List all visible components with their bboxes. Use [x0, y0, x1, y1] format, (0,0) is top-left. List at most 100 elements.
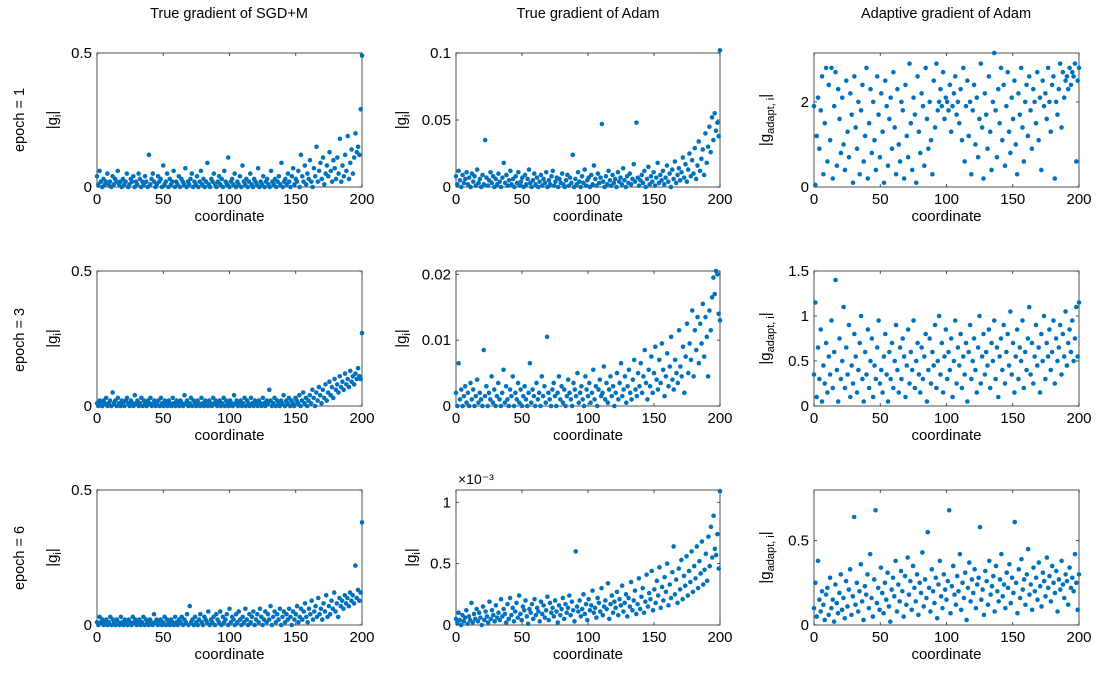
data-point [998, 336, 1004, 341]
data-point [192, 614, 198, 620]
data-point [575, 370, 580, 376]
data-point [650, 607, 656, 613]
data-point [923, 65, 928, 71]
data-point [237, 173, 243, 179]
x-tick-label: 100 [575, 629, 600, 646]
data-point [298, 152, 304, 158]
data-point [698, 571, 703, 576]
data-point [997, 120, 1002, 126]
data-point [1006, 363, 1012, 368]
data-point [625, 383, 630, 389]
data-point [196, 184, 201, 190]
data-point [601, 364, 607, 369]
data-point [324, 163, 330, 168]
data-point [670, 377, 675, 382]
data-point [950, 563, 956, 569]
row-label-epoch-6: epoch = 6 [12, 525, 28, 591]
data-point [1072, 551, 1078, 557]
data-point [318, 606, 324, 612]
data-point [299, 173, 305, 179]
data-point [904, 602, 909, 608]
data-point [1065, 340, 1071, 346]
data-point [993, 108, 998, 113]
data-point [909, 367, 915, 373]
data-point [905, 154, 911, 160]
data-point [1056, 86, 1062, 92]
data-point [594, 403, 600, 409]
data-point [709, 115, 715, 120]
data-point [1018, 65, 1024, 71]
data-point [695, 585, 701, 591]
data-point [977, 116, 982, 122]
data-point [673, 180, 679, 186]
data-point [993, 376, 998, 382]
data-point [1014, 327, 1020, 332]
data-point [671, 544, 676, 549]
data-point [296, 168, 301, 174]
data-point [493, 603, 499, 608]
data-point [1067, 565, 1072, 570]
data-point [636, 576, 642, 581]
data-point [842, 167, 848, 173]
data-point [711, 513, 716, 519]
data-point [872, 363, 877, 368]
data-point [627, 390, 633, 396]
data-point [858, 313, 864, 319]
y-tick-label: 0.02 [422, 266, 451, 283]
data-point [547, 182, 553, 187]
data-point [1043, 376, 1048, 382]
data-point [488, 397, 493, 402]
data-point [687, 151, 692, 156]
data-point [503, 383, 509, 389]
data-point [645, 604, 651, 609]
data-point [483, 609, 488, 614]
data-point [526, 390, 531, 396]
data-point [842, 385, 848, 391]
data-point [207, 184, 213, 190]
data-point [961, 354, 966, 359]
data-point [561, 616, 567, 622]
data-point [1019, 556, 1024, 562]
data-point [1000, 594, 1006, 599]
data-point [489, 374, 494, 379]
data-point [715, 120, 720, 125]
data-point [1029, 146, 1035, 152]
data-point [469, 600, 474, 606]
data-point [297, 184, 302, 190]
data-point [823, 340, 829, 346]
data-point [523, 598, 528, 603]
data-point [306, 606, 312, 612]
data-point [1021, 385, 1027, 391]
data-point [667, 364, 673, 369]
data-point [531, 393, 537, 399]
data-point [594, 615, 599, 620]
data-point [565, 377, 571, 382]
data-point [589, 390, 595, 396]
data-point [531, 171, 537, 176]
data-point [516, 169, 521, 175]
data-point [317, 611, 322, 617]
data-point [967, 99, 973, 105]
data-point [551, 380, 556, 386]
data-point [604, 606, 609, 612]
data-point [814, 394, 819, 400]
data-point [304, 614, 309, 620]
data-point [885, 163, 891, 169]
data-point [891, 69, 896, 75]
data-point [346, 176, 352, 182]
data-point [186, 182, 192, 187]
data-point [1047, 573, 1052, 579]
data-point [901, 176, 907, 181]
data-point [652, 587, 657, 592]
data-point [646, 590, 652, 596]
data-point [700, 147, 706, 152]
data-point [615, 169, 621, 175]
data-point [1028, 582, 1034, 587]
data-point [675, 172, 680, 178]
data-point [1035, 597, 1040, 602]
data-point [896, 142, 902, 147]
data-point [1052, 590, 1058, 596]
data-point [358, 106, 364, 112]
